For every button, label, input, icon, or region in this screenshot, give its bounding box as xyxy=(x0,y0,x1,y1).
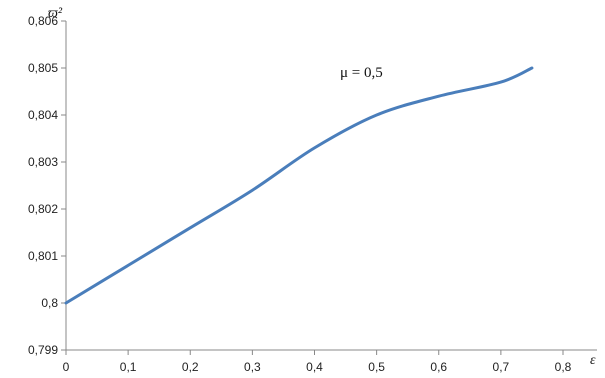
y-tick-label: 0,803 xyxy=(28,155,58,169)
x-tick-label: 0 xyxy=(63,360,70,374)
y-tick-label: 0,799 xyxy=(28,343,58,357)
x-tick-label: 0,8 xyxy=(555,360,572,374)
y-axis-ticks: 0,799 0,8 0,801 0,802 0,803 0,804 0,805 0,806 xyxy=(28,14,66,357)
y-tick-label: 0,802 xyxy=(28,202,58,216)
y-tick-label: 0,805 xyxy=(28,61,58,75)
x-tick-label: 0,1 xyxy=(120,360,137,374)
x-tick-label: 0,4 xyxy=(306,360,323,374)
x-tick-label: 0,6 xyxy=(430,360,447,374)
y-tick-label: 0,801 xyxy=(28,249,58,263)
x-axis-label: ε xyxy=(590,353,596,368)
y-tick-label: 0,806 xyxy=(28,14,58,28)
y-axis-label: ϖ² xyxy=(48,6,63,21)
x-axis-ticks: 0 0,1 0,2 0,3 0,4 0,5 0,6 0,7 0,8 xyxy=(63,350,572,374)
mu-annotation: μ = 0,5 xyxy=(340,65,383,81)
x-tick-label: 0,3 xyxy=(244,360,261,374)
x-tick-label: 0,7 xyxy=(493,360,510,374)
x-tick-label: 0,2 xyxy=(182,360,199,374)
y-tick-label: 0,804 xyxy=(28,108,58,122)
series-line xyxy=(64,66,534,305)
x-tick-label: 0,5 xyxy=(368,360,385,374)
y-tick-label: 0,8 xyxy=(41,296,58,310)
